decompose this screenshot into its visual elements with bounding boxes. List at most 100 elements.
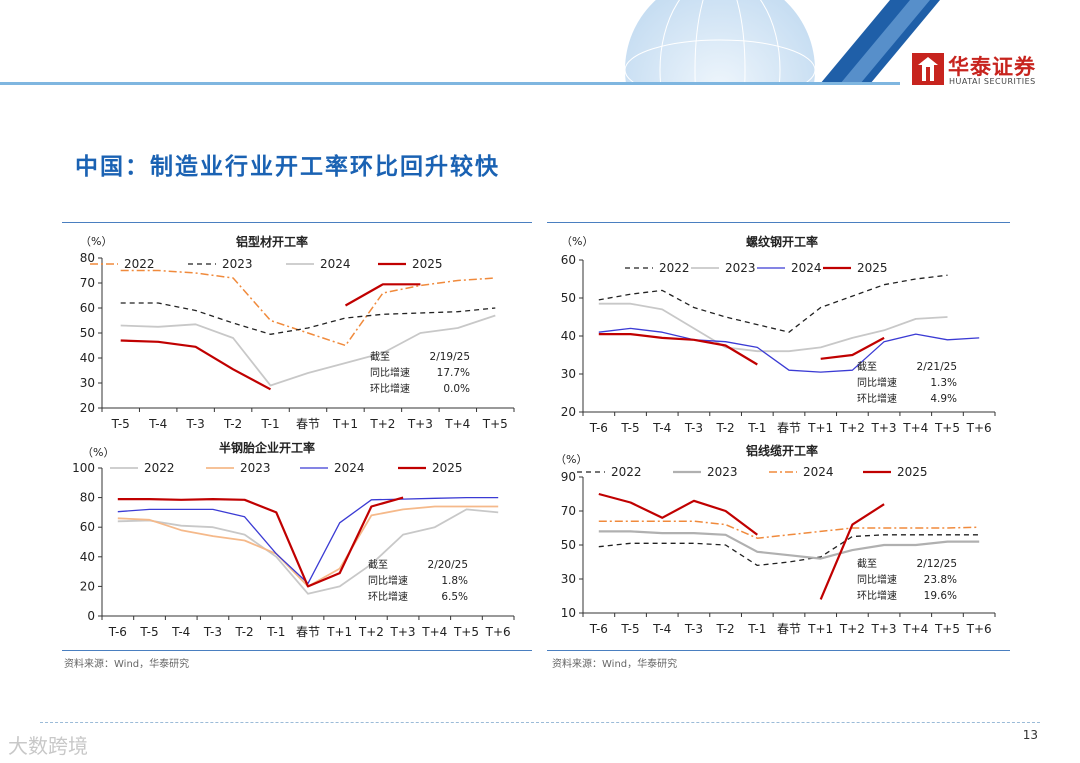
y-tick-label: 70 (561, 504, 576, 518)
y-tick-label: 10 (561, 606, 576, 620)
x-tick-label: 春节 (296, 417, 320, 431)
legend-label-2024: 2024 (803, 465, 834, 479)
x-tick-label: T-4 (652, 421, 671, 435)
annotation-value: 4.9% (930, 393, 957, 405)
y-tick-label: 100 (72, 461, 95, 475)
y-tick-label: 50 (561, 291, 576, 305)
x-tick-label: T+5 (453, 625, 479, 639)
y-tick-label: 50 (80, 326, 95, 340)
y-unit-label: （%） (80, 235, 112, 248)
x-tick-label: T+1 (807, 622, 833, 636)
right-bottom-divider (547, 650, 1010, 651)
annotation-label: 同比增速 (857, 376, 897, 389)
watermark: 大数跨境 (8, 730, 88, 759)
series-line-2024 (117, 496, 499, 585)
x-tick-label: T+6 (966, 421, 992, 435)
y-tick-label: 60 (80, 520, 95, 534)
annotation-label: 截至 (368, 558, 388, 571)
annotation-value: 0.0% (443, 383, 470, 395)
series-line-2022 (120, 269, 496, 347)
x-tick-label: T+4 (444, 417, 470, 431)
legend-label-2025: 2025 (857, 261, 888, 275)
x-tick-label: 春节 (777, 421, 801, 435)
rebar-chart: 螺纹钢开工率 （%） 20 30 40 50 60 T-6 T-5 T-4 T-3 T-2 T-1 春节 T… (561, 234, 996, 435)
x-tick-label: T+1 (332, 417, 358, 431)
series-line-2024 (120, 314, 496, 387)
x-tick-label: T-5 (139, 625, 158, 639)
annotation-value: 1.8% (441, 575, 468, 587)
annotation-label: 环比增速 (368, 590, 408, 603)
y-unit-label: （%） (555, 453, 587, 466)
aluminum-profile-chart: 铝型材开工率 （%） 20 30 40 50 60 70 80 T-5 T-4 T-3 T-2 T-1 春节… (80, 234, 515, 431)
y-tick-label: 40 (561, 329, 576, 343)
legend-label-2023: 2023 (725, 261, 756, 275)
y-tick-label: 40 (80, 550, 95, 564)
legend-label-2024: 2024 (334, 461, 365, 475)
legend-label-2025: 2025 (897, 465, 928, 479)
right-top-divider (547, 222, 1010, 223)
annotation-value: 6.5% (441, 591, 468, 603)
y-tick-label: 60 (561, 253, 576, 267)
legend-label-2025: 2025 (432, 461, 463, 475)
x-tick-label: T-5 (111, 417, 130, 431)
annotation-label: 同比增速 (368, 574, 408, 587)
semi-steel-tire-chart: 半钢胎企业开工率 （%） 0 20 40 60 80 100 T-6 T-5 T-4 T-3 T-2 T-… (72, 440, 515, 639)
y-tick-label: 20 (80, 401, 95, 415)
x-tick-label: T+2 (839, 421, 865, 435)
globe-graphic (624, 0, 940, 84)
annotation-label: 同比增速 (370, 366, 410, 379)
x-tick-label: T+1 (807, 421, 833, 435)
x-tick-label: T+1 (326, 625, 352, 639)
annotation-label: 截至 (857, 360, 877, 373)
left-top-divider (62, 222, 532, 223)
annotation-value: 2/20/25 (428, 559, 468, 571)
x-tick-label: T+5 (934, 622, 960, 636)
x-tick-label: T+5 (934, 421, 960, 435)
x-tick-label: T+2 (839, 622, 865, 636)
logo-mark-icon (912, 53, 944, 85)
annotation-label: 同比增速 (857, 573, 897, 586)
legend-label-2023: 2023 (222, 257, 253, 271)
aluminum-cable-chart: 铝线缆开工率 （%） 10 30 50 70 90 T-6 T-5 T-4 T-3 T-2 T-1 春节 T… (555, 443, 996, 636)
x-tick-label: T-4 (652, 622, 671, 636)
y-tick-label: 30 (561, 572, 576, 586)
annotation-label: 环比增速 (857, 589, 897, 602)
y-tick-label: 70 (80, 276, 95, 290)
y-tick-label: 30 (80, 376, 95, 390)
legend-label-2022: 2022 (611, 465, 642, 479)
series-line-2022 (598, 534, 980, 567)
x-tick-label: T-1 (260, 417, 279, 431)
left-bottom-divider (62, 650, 532, 651)
annotation-label: 环比增速 (857, 392, 897, 405)
page-title: 中国：制造业行业开工率环比回升较快 (75, 154, 500, 180)
y-tick-label: 30 (561, 367, 576, 381)
series-line-2023 (598, 530, 980, 560)
x-tick-label: T-2 (235, 625, 254, 639)
x-tick-label: T-1 (747, 622, 766, 636)
y-unit-label: （%） (561, 235, 593, 248)
y-tick-label: 80 (80, 251, 95, 265)
x-tick-label: T+4 (902, 622, 928, 636)
series-line-2025 (598, 333, 758, 366)
annotation-label: 环比增速 (370, 382, 410, 395)
legend-label-2025: 2025 (412, 257, 443, 271)
legend-label-2022: 2022 (124, 257, 155, 271)
annotation-value: 2/12/25 (917, 558, 957, 570)
x-tick-label: T+4 (902, 421, 928, 435)
series-line-2025 (120, 339, 272, 391)
y-tick-label: 80 (80, 491, 95, 505)
x-tick-label: T+6 (485, 625, 511, 639)
x-tick-label: 春节 (296, 625, 320, 639)
x-tick-label: T-2 (716, 421, 735, 435)
series-line-2023 (120, 302, 496, 335)
logo-text-cn: 华泰证券 (948, 55, 1036, 79)
chart-title: 半钢胎企业开工率 (219, 440, 315, 455)
series-line-2022 (598, 274, 948, 333)
x-tick-label: T-2 (716, 622, 735, 636)
annotation-value: 19.6% (924, 590, 957, 602)
x-tick-label: T+4 (421, 625, 447, 639)
source-note-left: 资料来源：Wind，华泰研究 (64, 659, 190, 670)
x-tick-label: T+2 (369, 417, 395, 431)
series-line-2025 (117, 496, 404, 588)
legend-label-2022: 2022 (144, 461, 175, 475)
